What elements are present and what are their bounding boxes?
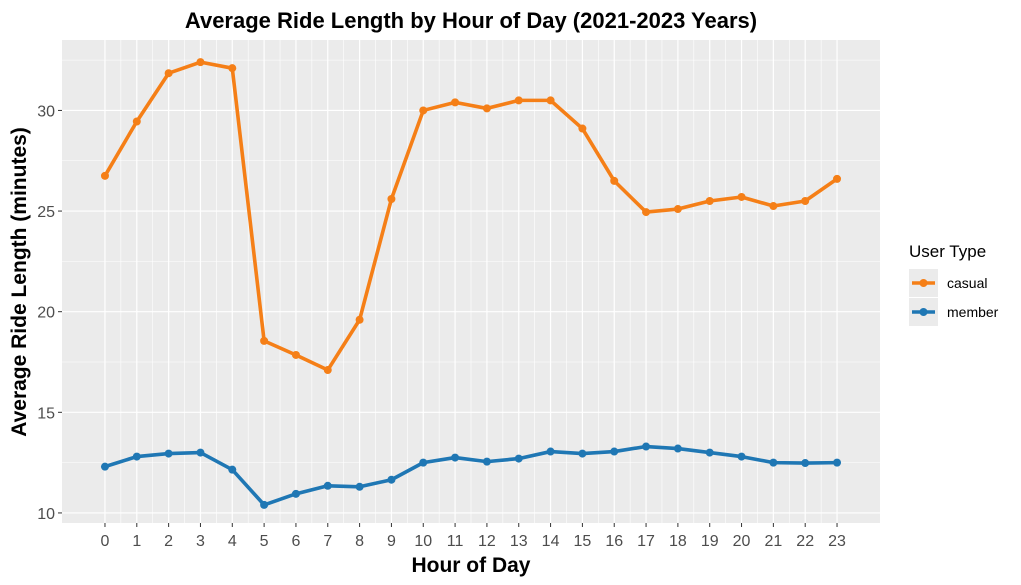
x-tick-label: 18 — [669, 533, 687, 550]
data-point-member — [291, 489, 300, 498]
x-tick-label: 22 — [796, 533, 814, 550]
x-tick-label: 13 — [510, 533, 528, 550]
data-point-casual — [833, 174, 842, 183]
data-point-member — [228, 465, 237, 474]
data-point-member — [323, 481, 332, 490]
legend-key-point-member — [919, 308, 928, 316]
y-tick-label: 25 — [37, 204, 55, 221]
grid-lines — [62, 40, 880, 523]
data-point-member — [546, 447, 555, 456]
data-point-member — [196, 448, 205, 457]
x-tick-label: 3 — [196, 533, 205, 550]
legend-label-member: member — [947, 304, 999, 320]
legend-key-point-casual — [919, 279, 928, 287]
data-point-casual — [737, 192, 746, 201]
data-point-casual — [196, 58, 205, 67]
data-point-casual — [546, 96, 555, 105]
data-point-casual — [323, 366, 332, 375]
chart-title: Average Ride Length by Hour of Day (2021… — [185, 8, 757, 33]
legend-title: User Type — [909, 242, 986, 261]
data-point-member — [100, 462, 109, 471]
x-axis-title: Hour of Day — [411, 554, 530, 577]
x-tick-label: 2 — [164, 533, 173, 550]
data-point-casual — [769, 202, 778, 211]
data-point-casual — [228, 64, 237, 73]
x-tick-label: 7 — [323, 533, 332, 550]
data-point-casual — [132, 117, 141, 126]
data-point-casual — [482, 104, 491, 113]
y-tick-label: 20 — [37, 305, 55, 322]
data-point-casual — [164, 69, 173, 78]
x-tick-label: 6 — [291, 533, 300, 550]
data-point-casual — [642, 208, 651, 217]
x-tick-label: 0 — [101, 533, 110, 550]
series-line-casual — [103, 60, 839, 372]
data-point-member — [610, 447, 619, 456]
data-point-member — [260, 500, 269, 509]
x-tick-label: 16 — [605, 533, 623, 550]
data-point-member — [419, 458, 428, 467]
data-point-member — [737, 452, 746, 461]
x-tick-label: 20 — [733, 533, 751, 550]
data-point-member — [673, 444, 682, 453]
data-point-casual — [801, 197, 810, 205]
x-tick-label: 14 — [542, 533, 560, 550]
data-point-casual — [355, 315, 364, 324]
data-point-casual — [291, 350, 300, 359]
x-tick-label: 5 — [260, 533, 269, 550]
data-point-member — [642, 442, 651, 451]
data-point-member — [387, 475, 396, 484]
data-point-casual — [419, 106, 428, 115]
data-point-member — [705, 448, 714, 457]
data-point-casual — [705, 197, 714, 205]
x-tick-label: 12 — [478, 533, 496, 550]
data-point-member — [514, 454, 523, 463]
data-point-member — [482, 457, 491, 466]
x-tick-label: 4 — [228, 533, 237, 550]
x-tick-label: 1 — [132, 533, 141, 550]
data-point-casual — [578, 124, 587, 133]
data-point-casual — [260, 336, 269, 345]
y-axis-title: Average Ride Length (minutes) — [8, 127, 31, 437]
x-tick-label: 17 — [637, 533, 655, 550]
series-lines — [103, 60, 839, 507]
x-tick-label: 9 — [387, 533, 396, 550]
x-tick-label: 11 — [447, 533, 464, 550]
data-point-member — [801, 459, 810, 468]
legend-label-casual: casual — [947, 275, 987, 291]
data-point-casual — [673, 205, 682, 214]
x-tick-label: 19 — [701, 533, 719, 550]
data-point-casual — [610, 176, 619, 185]
x-tick-label: 8 — [355, 533, 364, 550]
data-point-casual — [514, 96, 523, 105]
y-tick-label: 30 — [37, 103, 55, 120]
data-point-member — [451, 453, 460, 462]
data-point-member — [355, 482, 364, 491]
y-tick-label: 10 — [37, 506, 55, 523]
y-tick-label: 15 — [37, 405, 55, 422]
data-point-member — [833, 458, 842, 467]
legend-items: casual member — [909, 269, 999, 326]
x-tick-label: 23 — [828, 533, 846, 550]
x-tick-label: 10 — [414, 533, 432, 550]
data-point-member — [578, 449, 587, 458]
data-point-member — [132, 452, 141, 461]
x-tick-label: 15 — [574, 533, 592, 550]
data-point-casual — [387, 194, 396, 203]
series-points — [100, 58, 842, 509]
data-point-member — [164, 449, 173, 458]
x-tick-label: 21 — [764, 533, 782, 550]
data-point-casual — [100, 171, 109, 180]
series-line-member — [103, 444, 839, 507]
data-point-member — [769, 458, 778, 467]
data-point-casual — [451, 98, 460, 107]
legend: User Type casual member — [909, 242, 999, 326]
